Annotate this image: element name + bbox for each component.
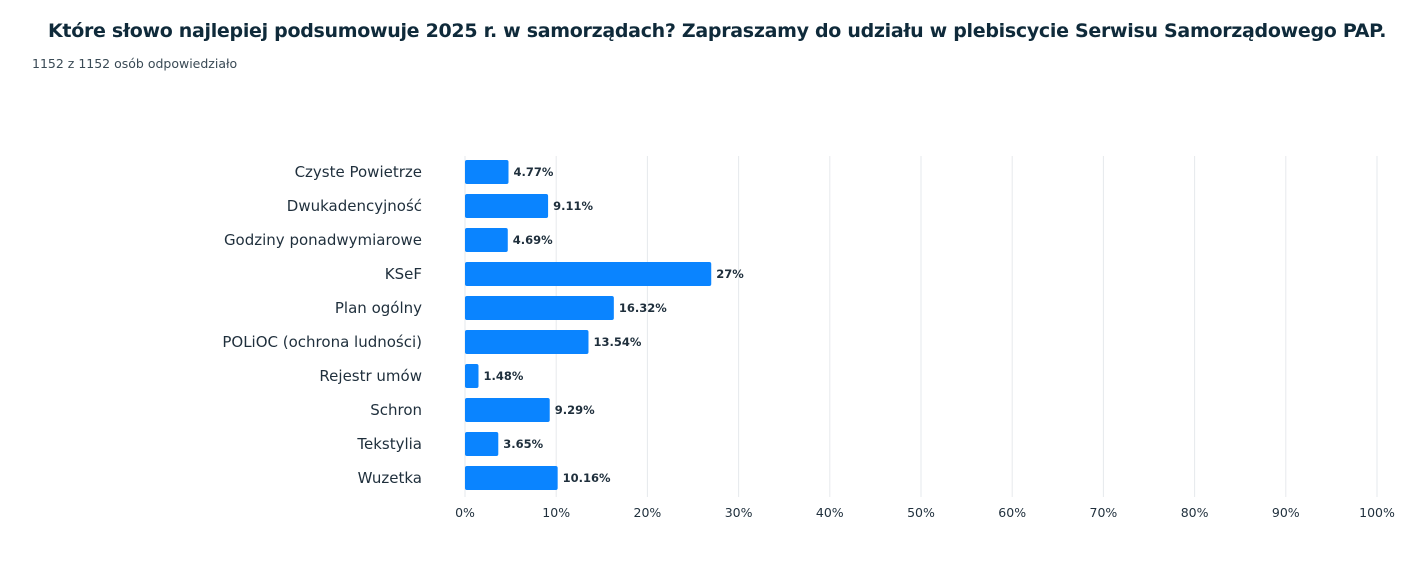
value-label: 9.29% [555, 403, 595, 417]
category-label: KSeF [385, 265, 422, 283]
category-label: Schron [370, 401, 422, 419]
bar [465, 194, 549, 218]
x-tick-label: 40% [816, 505, 844, 520]
bar [465, 364, 479, 388]
category-label: Wuzetka [358, 469, 422, 487]
value-label: 13.54% [593, 335, 641, 349]
bar [465, 262, 712, 286]
x-tick-label: 20% [634, 505, 662, 520]
x-tick-label: 0% [455, 505, 475, 520]
x-tick-label: 50% [907, 505, 935, 520]
category-label: POLiOC (ochrona ludności) [222, 333, 422, 351]
value-label: 3.65% [503, 437, 543, 451]
value-label: 1.48% [483, 369, 523, 383]
x-tick-label: 80% [1181, 505, 1209, 520]
bar [465, 432, 499, 456]
bar [465, 398, 550, 422]
category-label: Czyste Powietrze [295, 163, 422, 181]
category-label: Dwukadencyjność [287, 197, 422, 215]
x-tick-label: 60% [998, 505, 1026, 520]
category-label: Plan ogólny [335, 299, 422, 317]
x-tick-label: 70% [1090, 505, 1118, 520]
x-tick-label: 30% [725, 505, 753, 520]
bar [465, 466, 558, 490]
x-tick-label: 100% [1359, 505, 1395, 520]
bar [465, 160, 509, 184]
response-count: 1152 z 1152 osób odpowiedziało [32, 56, 238, 71]
value-label: 16.32% [619, 301, 667, 315]
poll-title: Które słowo najlepiej podsumowuje 2025 r… [48, 20, 1387, 42]
value-label: 4.69% [513, 233, 553, 247]
x-tick-label: 10% [542, 505, 570, 520]
value-label: 10.16% [563, 471, 611, 485]
x-tick-label: 90% [1272, 505, 1300, 520]
value-label: 4.77% [514, 165, 554, 179]
category-label: Tekstylia [356, 435, 422, 453]
value-label: 27% [716, 267, 744, 281]
value-label: 9.11% [553, 199, 593, 213]
bar [465, 228, 508, 252]
category-label: Godziny ponadwymiarowe [224, 231, 422, 249]
bar [465, 330, 589, 354]
bar [465, 296, 614, 320]
category-label: Rejestr umów [319, 367, 422, 385]
